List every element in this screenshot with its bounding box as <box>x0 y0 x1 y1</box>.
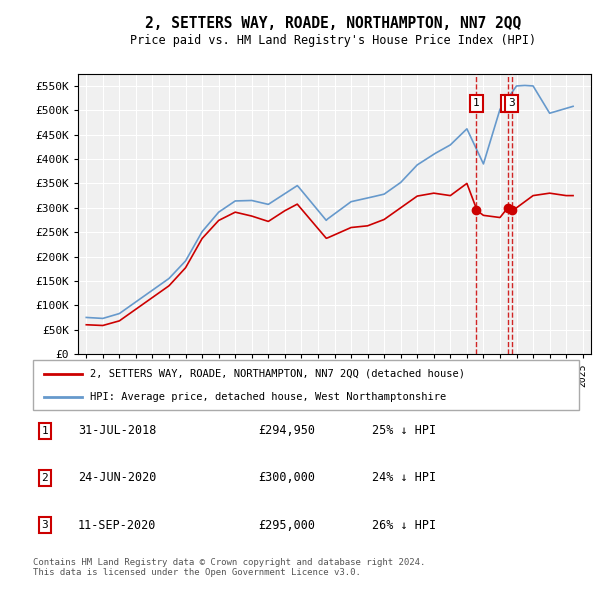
Text: 1: 1 <box>473 98 480 108</box>
Text: 24% ↓ HPI: 24% ↓ HPI <box>372 471 436 484</box>
Text: 11-SEP-2020: 11-SEP-2020 <box>78 519 157 532</box>
Text: Contains HM Land Registry data © Crown copyright and database right 2024.
This d: Contains HM Land Registry data © Crown c… <box>33 558 425 577</box>
Text: 2, SETTERS WAY, ROADE, NORTHAMPTON, NN7 2QQ: 2, SETTERS WAY, ROADE, NORTHAMPTON, NN7 … <box>145 16 521 31</box>
Text: £295,000: £295,000 <box>258 519 315 532</box>
Text: £300,000: £300,000 <box>258 471 315 484</box>
Text: 31-JUL-2018: 31-JUL-2018 <box>78 424 157 437</box>
Text: 2: 2 <box>41 473 49 483</box>
Text: 24-JUN-2020: 24-JUN-2020 <box>78 471 157 484</box>
Text: 26% ↓ HPI: 26% ↓ HPI <box>372 519 436 532</box>
Text: £294,950: £294,950 <box>258 424 315 437</box>
Text: 1: 1 <box>41 426 49 435</box>
Text: 2, SETTERS WAY, ROADE, NORTHAMPTON, NN7 2QQ (detached house): 2, SETTERS WAY, ROADE, NORTHAMPTON, NN7 … <box>91 369 466 379</box>
FancyBboxPatch shape <box>33 360 579 410</box>
Text: 3: 3 <box>508 98 515 108</box>
Text: Price paid vs. HM Land Registry's House Price Index (HPI): Price paid vs. HM Land Registry's House … <box>130 34 536 47</box>
Text: 3: 3 <box>41 520 49 530</box>
Text: HPI: Average price, detached house, West Northamptonshire: HPI: Average price, detached house, West… <box>91 392 446 402</box>
Text: 25% ↓ HPI: 25% ↓ HPI <box>372 424 436 437</box>
Text: 2: 2 <box>505 98 511 108</box>
